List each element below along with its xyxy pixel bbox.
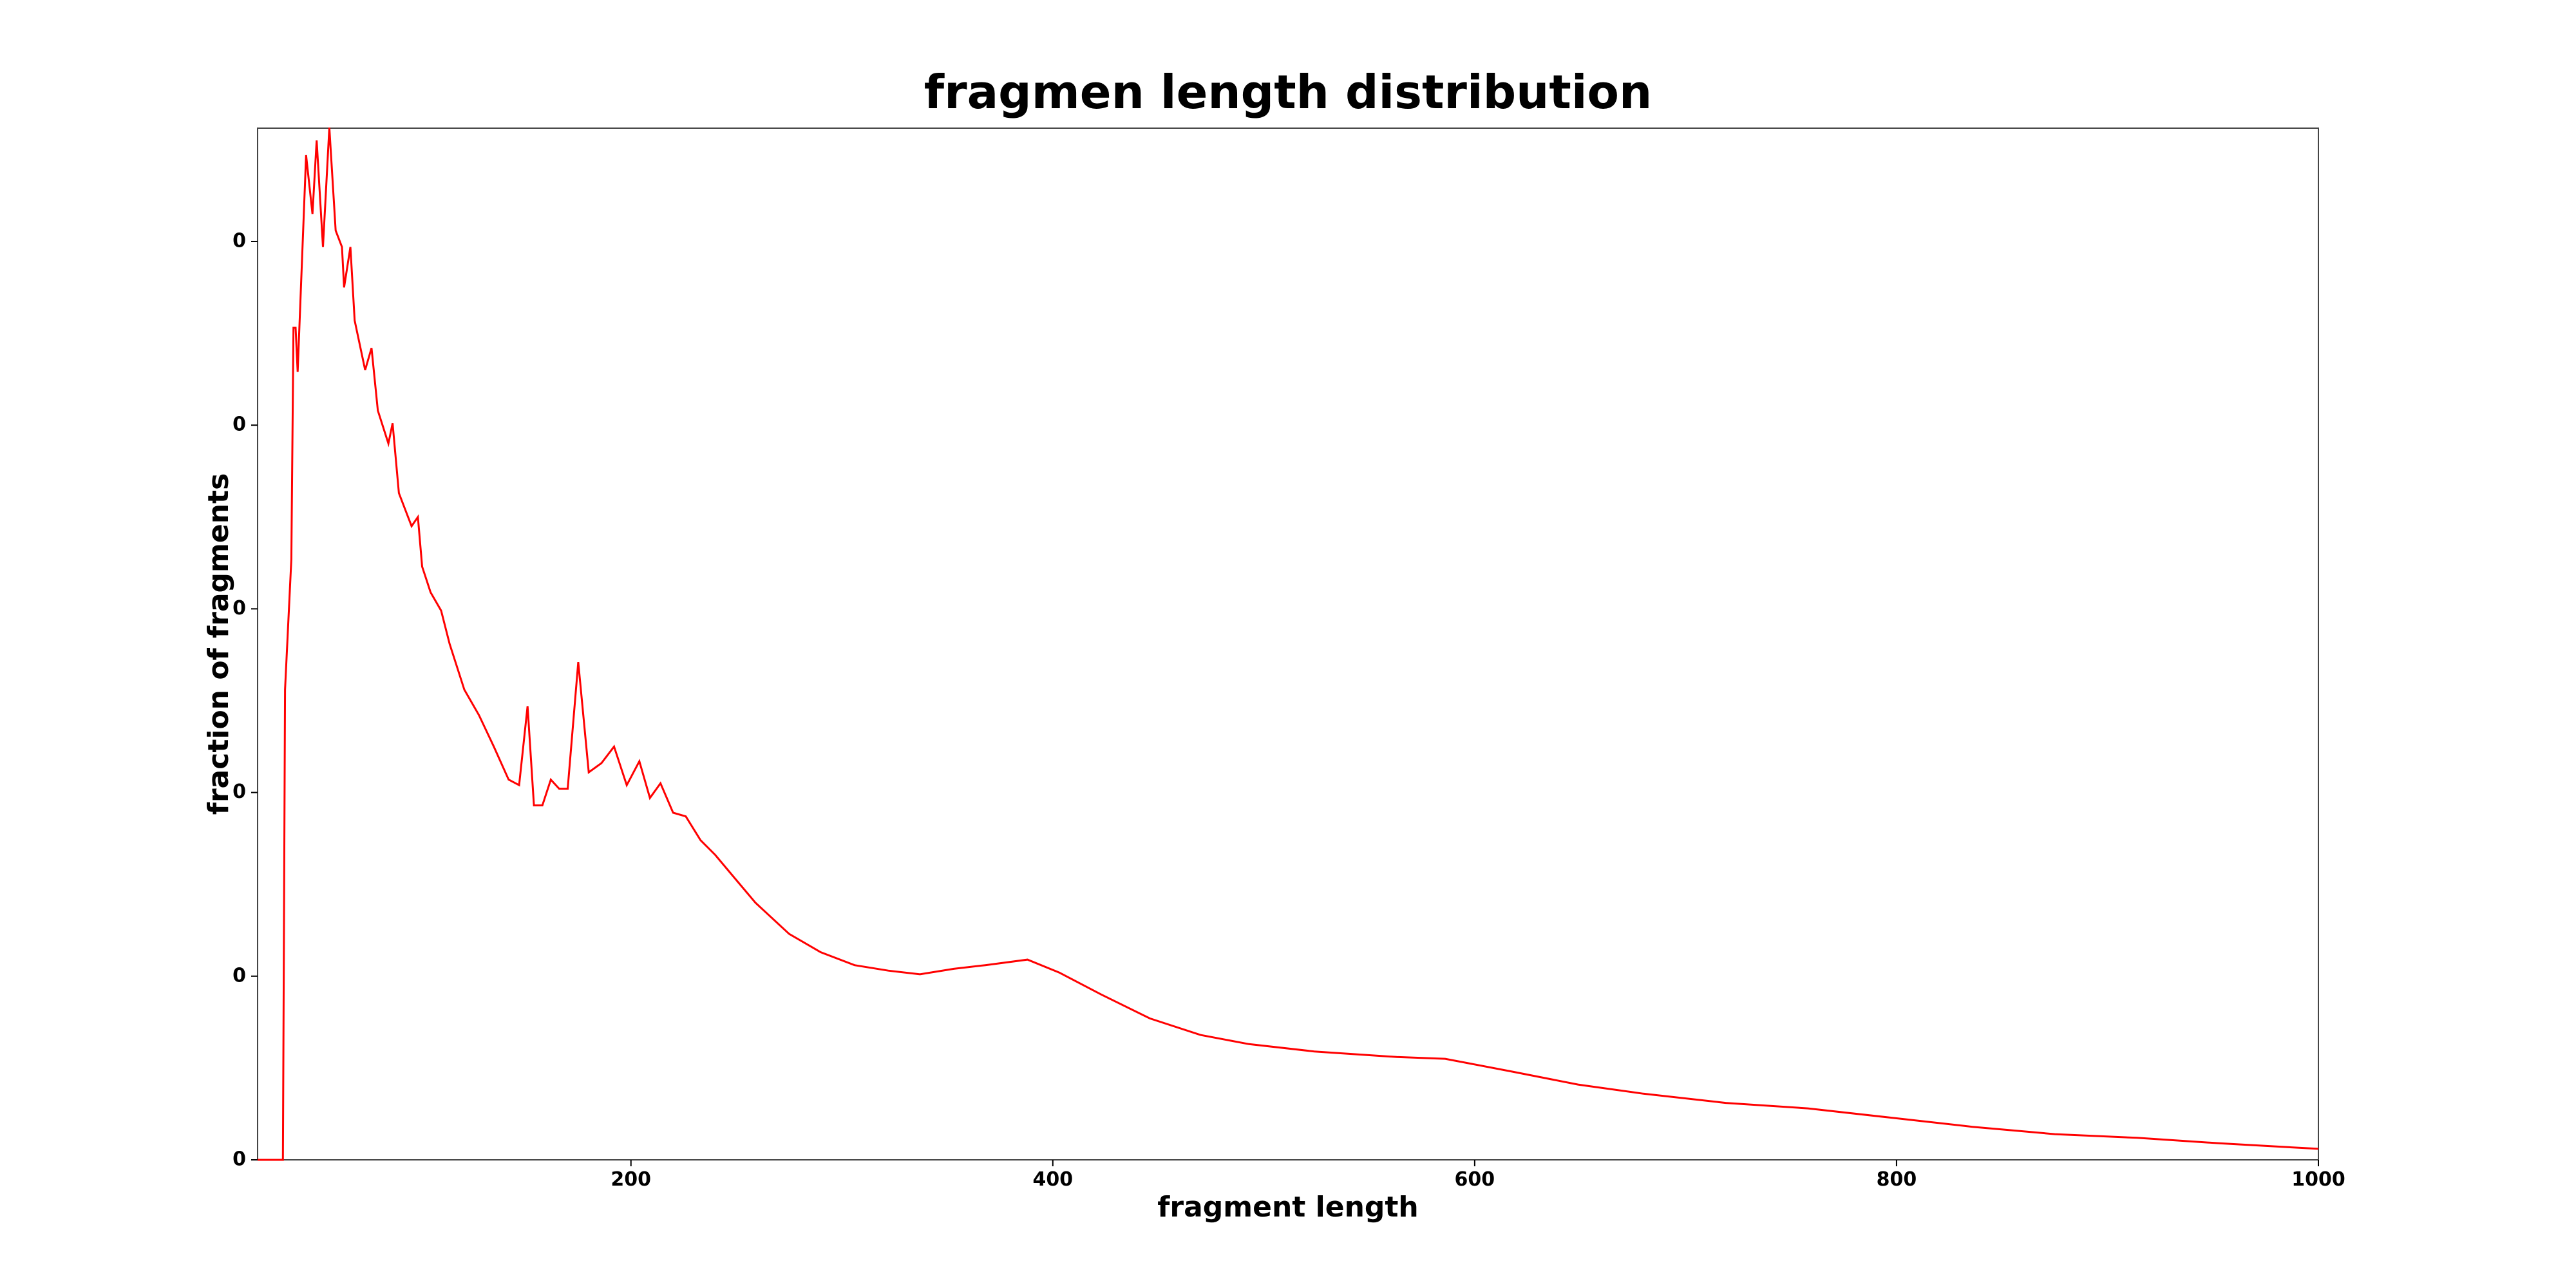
y-tick-label: 0 (232, 597, 246, 620)
x-tick-label: 600 (1455, 1168, 1495, 1191)
y-tick-label: 0 (232, 964, 246, 987)
x-axis-label: fragment length (1157, 1191, 1419, 1224)
y-tick-label: 0 (232, 1148, 246, 1171)
y-tick-label: 0 (232, 413, 246, 436)
chart-title: fragmen length distribution (924, 65, 1652, 119)
x-tick-label: 1000 (2291, 1168, 2345, 1191)
x-tick-label: 200 (611, 1168, 651, 1191)
y-tick-label: 0 (232, 781, 246, 803)
plot-frame (257, 128, 2319, 1160)
y-axis-label: fraction of fragments (202, 473, 235, 815)
data-line (258, 128, 2319, 1161)
x-tick-label: 400 (1032, 1168, 1073, 1191)
y-tick-label: 0 (232, 229, 246, 252)
x-tick-label: 800 (1877, 1168, 1917, 1191)
